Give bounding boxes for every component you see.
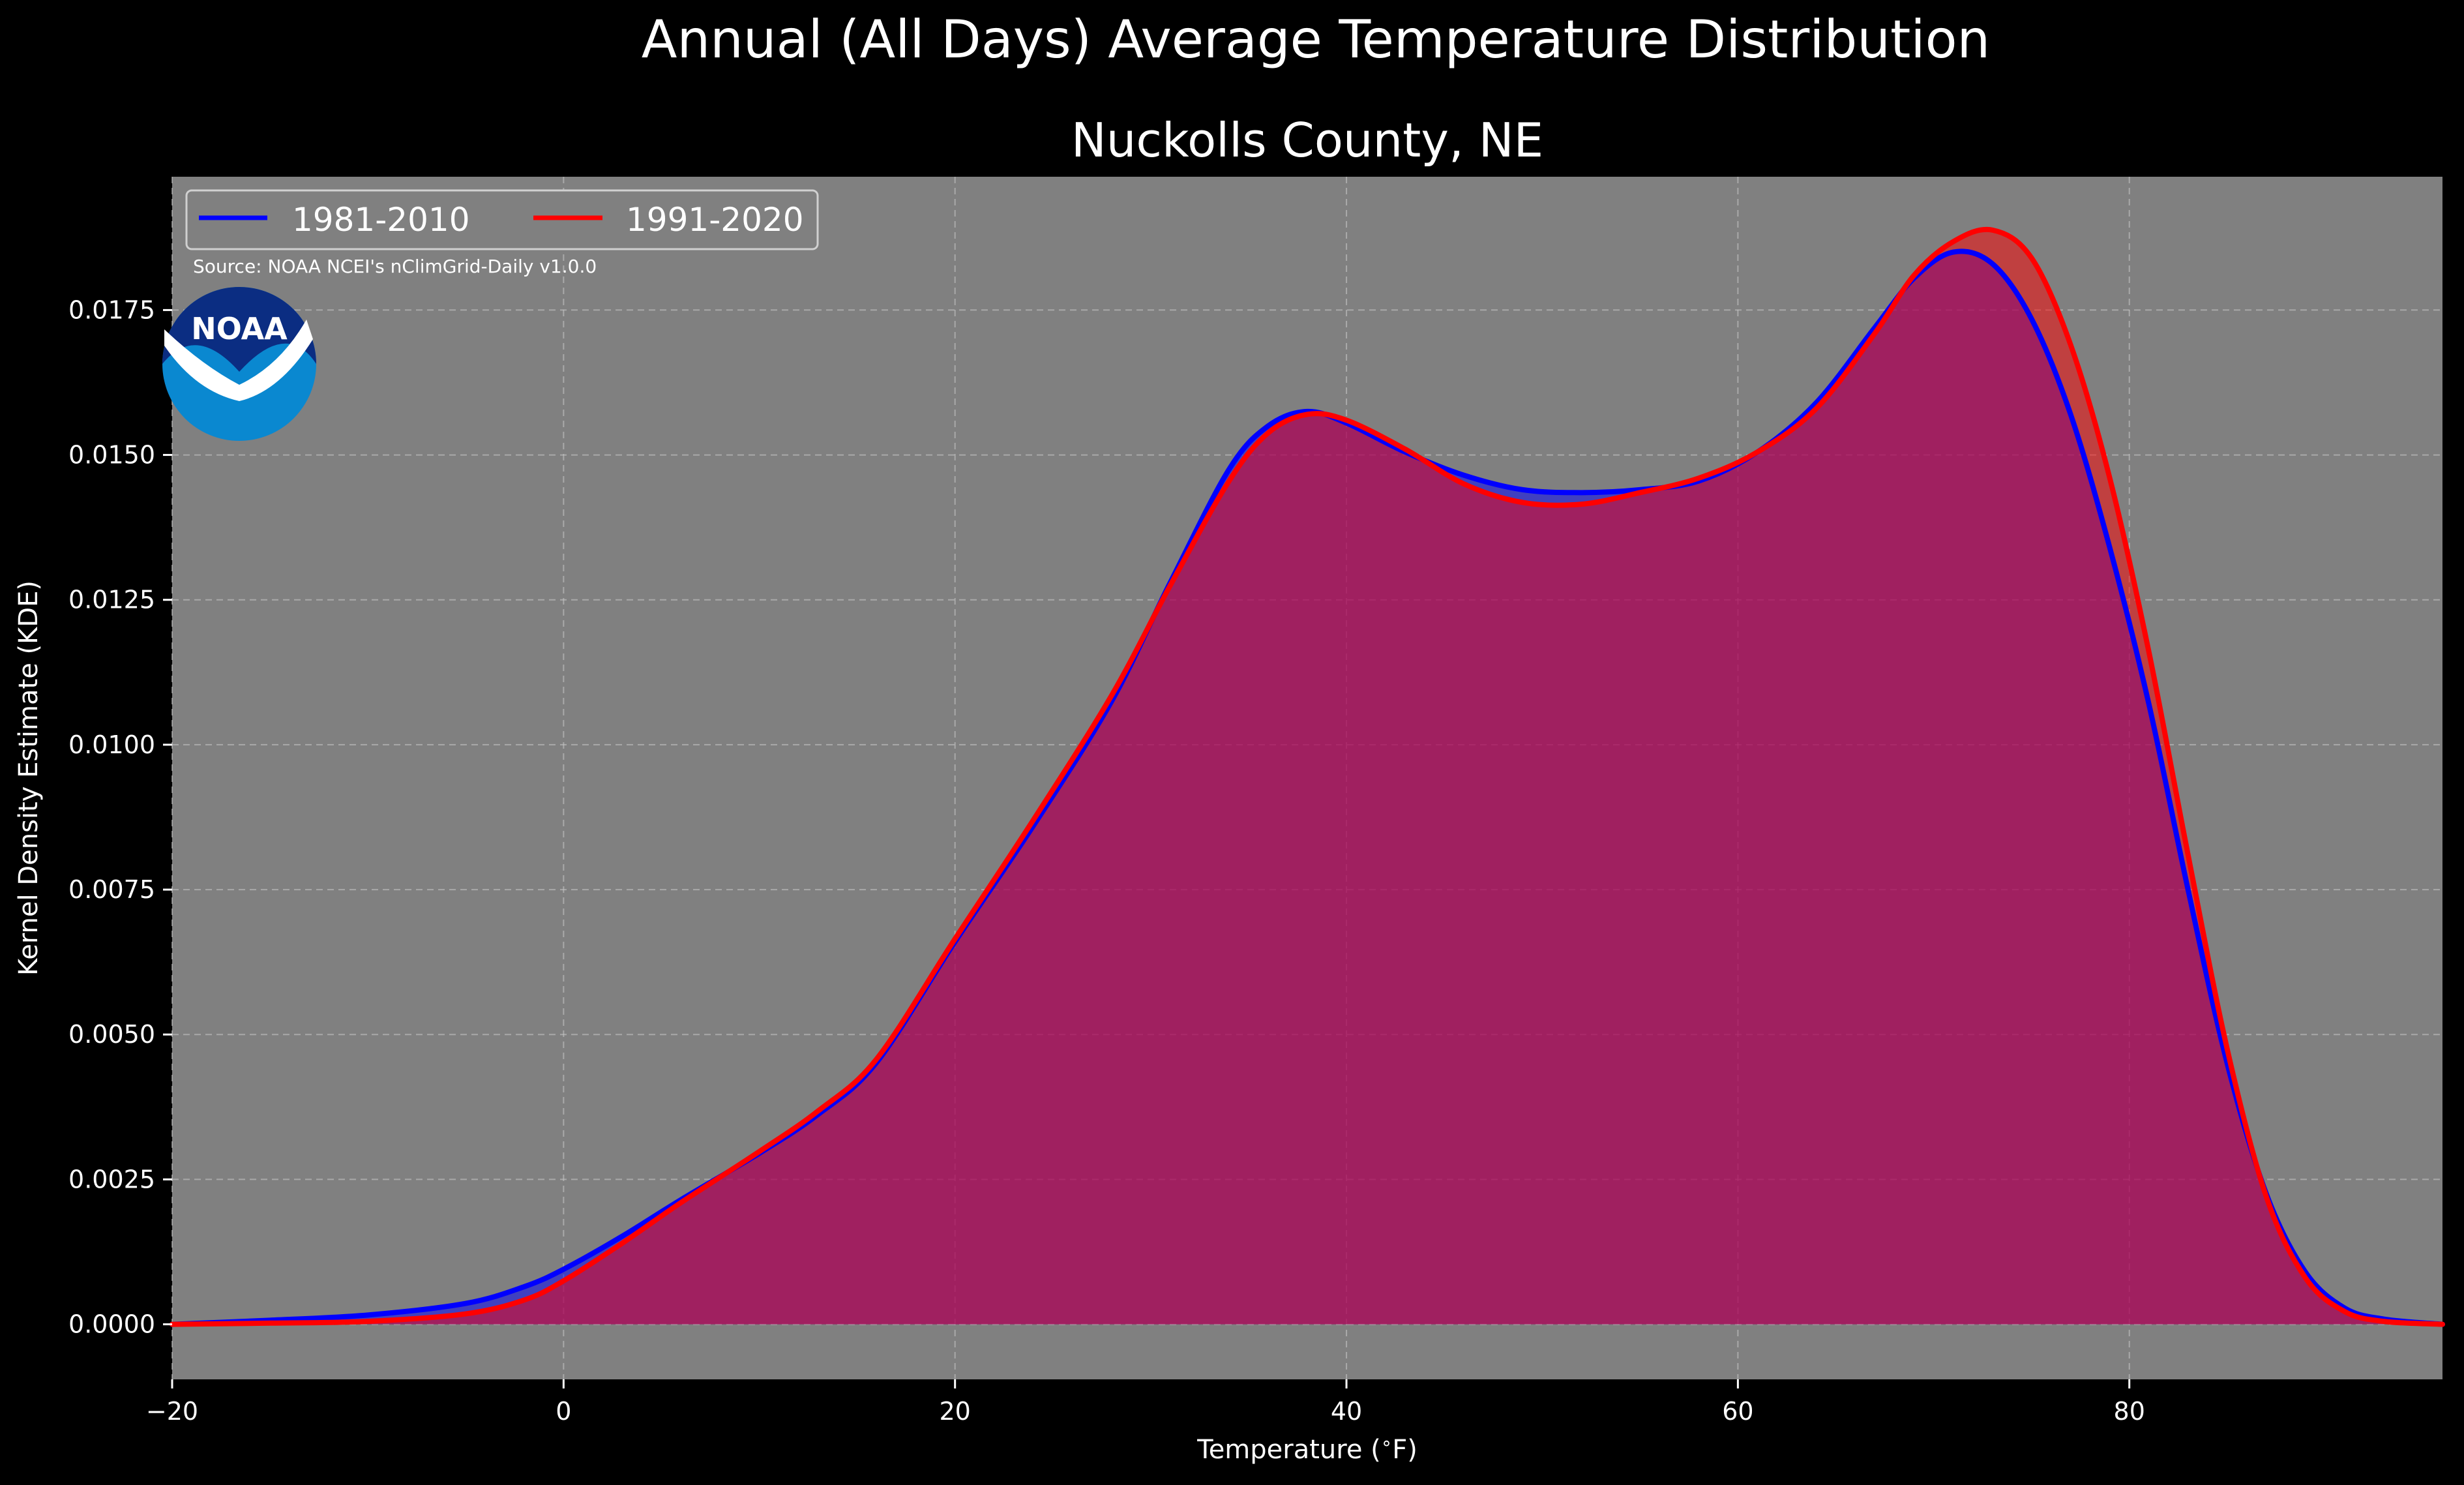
x-axis-label: Temperature (∘F) [1196,1432,1418,1465]
x-tick-label: 0 [556,1397,571,1426]
y-tick-label: 0.0125 [68,586,155,614]
chart-title: Nuckolls County, NE [1071,113,1543,168]
y-tick-label: 0.0000 [68,1310,155,1339]
legend: 1981-2010 1991-2020 [185,189,819,250]
y-tick-label: 0.0175 [68,295,155,324]
x-axis-label-degree: ∘ [1381,1432,1393,1454]
series-line-1991-2020 [170,226,2445,1327]
y-tick-label: 0.0150 [68,441,155,470]
y-tick-label: 0.0025 [68,1165,155,1193]
y-tick-label: 0.0100 [68,730,155,759]
x-tick-label: 80 [2114,1397,2145,1426]
noaa-logo: NOAA [162,287,316,441]
figure-suptitle: Annual (All Days) Average Temperature Di… [642,9,1990,70]
logo-text: NOAA [191,311,288,346]
legend-label-1981-2010: 1981-2010 [292,201,470,239]
x-tick-label: 60 [1722,1397,1753,1426]
y-axis-label: Kernel Density Estimate (KDE) [14,580,44,976]
x-tick-label: 40 [1331,1397,1362,1426]
axes: −20 0 20 40 60 80 0.0000 0.0025 0.0050 0.0075 0.01… [68,295,2145,1426]
y-tick-label: 0.0050 [68,1020,155,1049]
series-area-1991-2020 [172,229,2442,1325]
y-tick-label: 0.0075 [68,875,155,904]
x-axis-label-text-2: F) [1392,1435,1418,1465]
source-note: Source: NOAA NCEI's nClimGrid-Daily v1.0… [193,256,597,277]
legend-label-1991-2020: 1991-2020 [626,201,804,239]
series-lines [170,226,2445,1327]
series-areas [172,229,2442,1325]
x-tick-label: −20 [146,1397,198,1426]
x-axis-label-text-1: Temperature ( [1196,1435,1381,1465]
x-tick-label: 20 [940,1397,971,1426]
legend-box [185,189,819,250]
